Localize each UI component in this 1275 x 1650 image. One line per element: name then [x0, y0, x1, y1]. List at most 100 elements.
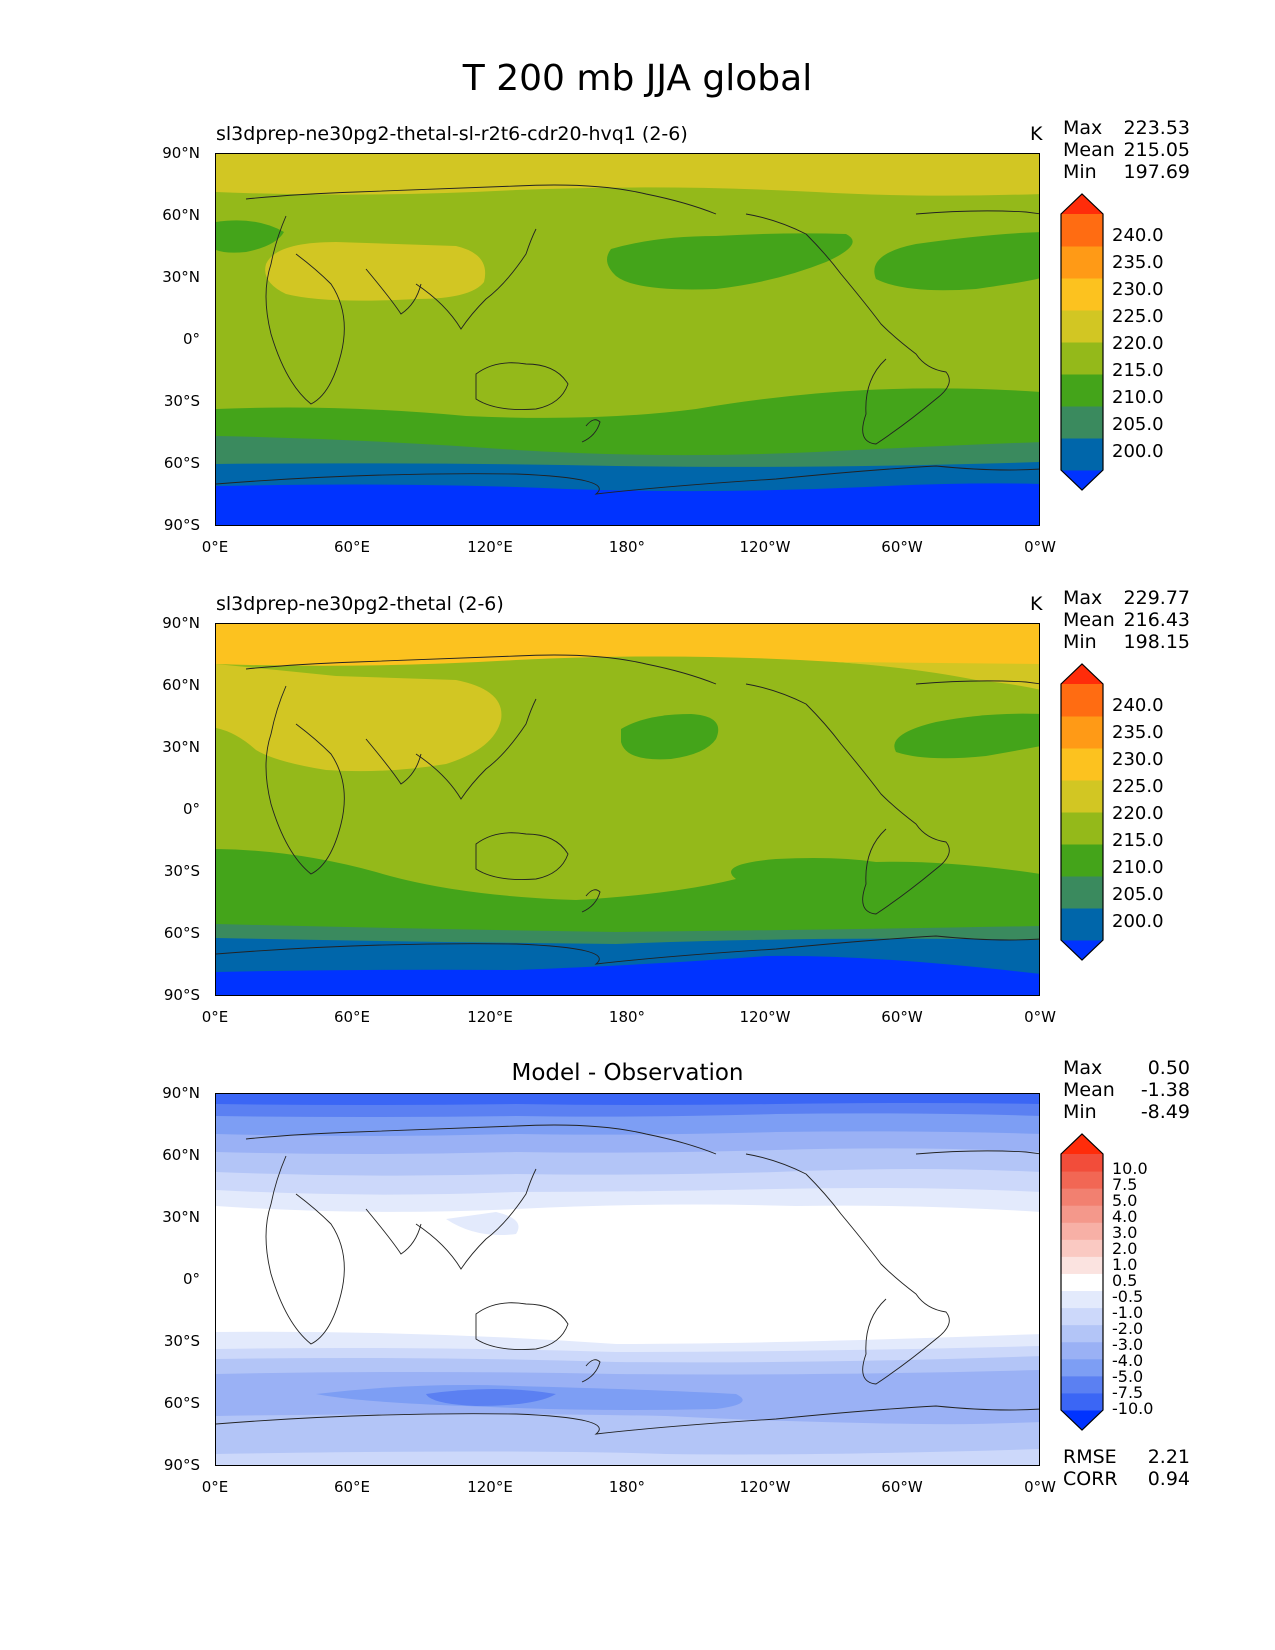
colorbar-extend-high — [1061, 1134, 1103, 1154]
lon-tick-label: 0°W — [1024, 538, 1056, 556]
lon-tick-label: 0°W — [1024, 1008, 1056, 1026]
colorbar-extend-high — [1061, 664, 1103, 684]
colorbar-band — [1061, 1154, 1103, 1172]
mean-value: 216.43 — [1123, 609, 1190, 631]
lat-tick-label: 30°N — [162, 1208, 200, 1226]
lat-tick-label: 30°S — [163, 862, 200, 880]
lat-tick-label: 30°S — [163, 392, 200, 410]
lon-tick-label: 60°E — [333, 1478, 371, 1496]
colorbar — [1060, 1133, 1104, 1431]
mean-label: Mean — [1063, 1079, 1115, 1101]
unit-label: K — [1030, 593, 1043, 615]
panel-model-2: sl3dprep-ne30pg2-thetal (2-6) K Max 229.… — [0, 587, 1275, 1070]
colorbar-band — [1061, 278, 1103, 311]
lon-tick-label: 60°E — [333, 1008, 371, 1026]
lat-tick-label: 30°N — [162, 268, 200, 286]
lon-tick-label: 120°W — [739, 538, 791, 556]
lon-tick-label: 60°E — [333, 538, 371, 556]
lat-tick-label: 0° — [182, 1270, 200, 1288]
colorbar-label: -2.0 — [1112, 1319, 1144, 1338]
colorbar-label: 3.0 — [1112, 1223, 1138, 1242]
colorbar-label: 1.0 — [1112, 1255, 1138, 1274]
colorbar-extend-low — [1061, 470, 1103, 490]
colorbar-label: 10.0 — [1112, 1159, 1148, 1178]
panel-title: sl3dprep-ne30pg2-thetal (2-6) — [216, 593, 504, 615]
colorbar-band — [1061, 780, 1103, 813]
colorbar-band — [1061, 342, 1103, 375]
colorbar-label: 230.0 — [1112, 279, 1164, 300]
max-label: Max — [1063, 587, 1103, 609]
min-value: -8.49 — [1140, 1101, 1190, 1123]
lon-tick-label: 0°E — [201, 1008, 229, 1026]
colorbar-label: 0.5 — [1112, 1271, 1138, 1290]
colorbar-extend-high — [1061, 194, 1103, 214]
corr-label: CORR — [1063, 1468, 1118, 1490]
lat-tick-label: 90°S — [163, 516, 200, 534]
colorbar-label: 220.0 — [1112, 333, 1164, 354]
max-label: Max — [1063, 117, 1103, 139]
min-label: Min — [1063, 1101, 1097, 1123]
lat-tick-label: 60°N — [162, 1146, 200, 1164]
colorbar-band — [1061, 246, 1103, 279]
lon-tick-label: 180° — [608, 1008, 646, 1026]
lon-tick-label: 120°W — [739, 1478, 791, 1496]
colorbar-band — [1061, 876, 1103, 909]
colorbar-band — [1061, 374, 1103, 407]
max-label: Max — [1063, 1057, 1103, 1079]
temperature-map — [215, 153, 1040, 526]
lon-tick-label: 180° — [608, 1478, 646, 1496]
lat-tick-label: 90°N — [162, 1084, 200, 1102]
colorbar-label: 240.0 — [1112, 695, 1164, 716]
colorbar-band — [1061, 1375, 1103, 1394]
lat-tick-label: 60°N — [162, 206, 200, 224]
lon-tick-label: 60°W — [881, 1478, 923, 1496]
lon-tick-label: 0°E — [201, 1478, 229, 1496]
colorbar-band — [1061, 1358, 1103, 1377]
lon-tick-label: 0°W — [1024, 1478, 1056, 1496]
lon-tick-label: 60°W — [881, 1008, 923, 1026]
colorbar-label: -5.0 — [1112, 1367, 1144, 1386]
min-value: 198.15 — [1123, 631, 1190, 653]
max-value: 223.53 — [1123, 117, 1190, 139]
lat-tick-label: 90°N — [162, 614, 200, 632]
colorbar-label: 215.0 — [1112, 360, 1164, 381]
colorbar — [1060, 663, 1104, 961]
lat-tick-label: 60°S — [163, 1394, 200, 1412]
difference-map — [215, 1093, 1040, 1466]
colorbar-band — [1061, 406, 1103, 439]
colorbar-band — [1061, 1290, 1103, 1309]
lat-tick-label: 90°S — [163, 986, 200, 1004]
lat-tick-label: 0° — [182, 330, 200, 348]
colorbar-band — [1061, 1256, 1103, 1274]
colorbar-label: 205.0 — [1112, 414, 1164, 435]
colorbar-band — [1061, 908, 1103, 941]
colorbar-label: -3.0 — [1112, 1335, 1144, 1354]
panel-title: sl3dprep-ne30pg2-thetal-sl-r2t6-cdr20-hv… — [216, 123, 688, 145]
colorbar-band — [1061, 1392, 1103, 1411]
colorbar-label: 235.0 — [1112, 252, 1164, 273]
colorbar-band — [1061, 310, 1103, 343]
colorbar-band — [1061, 1222, 1103, 1240]
colorbar-label: -4.0 — [1112, 1351, 1144, 1370]
temperature-map — [215, 623, 1040, 996]
lat-tick-label: 60°N — [162, 676, 200, 694]
min-label: Min — [1063, 631, 1097, 653]
colorbar-band — [1061, 214, 1103, 247]
colorbar-band — [1061, 1171, 1103, 1189]
colorbar-band — [1061, 438, 1103, 471]
mean-value: 215.05 — [1123, 139, 1190, 161]
colorbar-band — [1061, 1188, 1103, 1206]
lat-tick-label: 90°S — [163, 1456, 200, 1474]
colorbar-label: 220.0 — [1112, 803, 1164, 824]
mean-label: Mean — [1063, 609, 1115, 631]
colorbar-band — [1061, 1273, 1103, 1292]
max-value: 0.50 — [1147, 1057, 1190, 1079]
lon-tick-label: 180° — [608, 538, 646, 556]
lat-tick-label: 0° — [182, 800, 200, 818]
colorbar-label: 210.0 — [1112, 387, 1164, 408]
lon-tick-label: 0°E — [201, 538, 229, 556]
lat-tick-label: 30°S — [163, 1332, 200, 1350]
colorbar-band — [1061, 748, 1103, 781]
colorbar-extend-low — [1061, 1410, 1103, 1430]
colorbar-label: 225.0 — [1112, 306, 1164, 327]
